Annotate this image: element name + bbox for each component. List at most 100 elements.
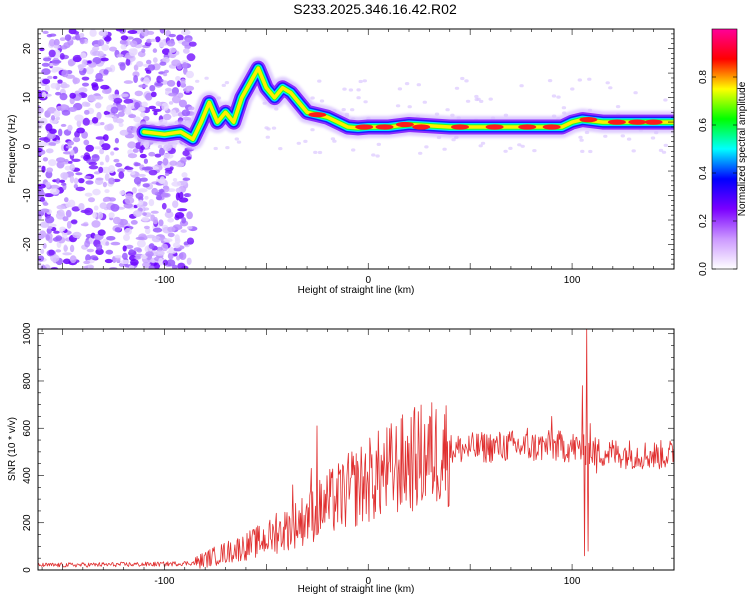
noise-blob: [73, 56, 82, 63]
noise-blob: [185, 37, 193, 42]
noise-blob: [168, 101, 174, 105]
noise-blob: [84, 175, 92, 179]
signal-halo-blob: [404, 82, 410, 86]
noise-blob: [166, 208, 172, 213]
noise-blob: [153, 262, 161, 269]
signal-halo-blob: [663, 143, 668, 147]
noise-blob: [68, 107, 77, 112]
noise-blob: [42, 78, 51, 85]
noise-blob: [112, 94, 121, 99]
noise-blob: [167, 218, 175, 223]
noise-blob: [68, 60, 75, 67]
figure-title: S233.2025.346.16.42.R02: [293, 1, 457, 17]
noise-blob: [139, 177, 148, 182]
colorbar-tick-label: 0.4: [698, 166, 709, 180]
noise-blob: [89, 255, 98, 260]
signal-halo-blob: [608, 86, 613, 90]
noise-blob: [133, 210, 142, 218]
noise-blob: [75, 33, 81, 41]
noise-blob: [69, 92, 76, 99]
noise-blob: [91, 154, 100, 162]
noise-blob: [101, 143, 111, 151]
noise-blob: [43, 193, 54, 198]
noise-blob: [181, 172, 188, 178]
noise-blob: [158, 219, 164, 227]
noise-blob: [53, 230, 60, 234]
noise-blob: [42, 57, 52, 62]
snr-y-tick-label: 1000: [22, 322, 33, 345]
noise-blob: [125, 58, 131, 66]
noise-blob: [187, 226, 193, 230]
noise-blob: [123, 203, 133, 209]
noise-blob: [42, 202, 49, 206]
noise-blob: [120, 259, 130, 265]
noise-blob: [38, 261, 42, 268]
signal-halo-blob: [579, 138, 584, 142]
noise-blob: [47, 107, 57, 114]
noise-blob: [120, 35, 129, 41]
noise-blob: [66, 221, 72, 229]
noise-blob: [132, 187, 137, 194]
noise-blob: [72, 231, 82, 239]
snr-x-tick-label: 100: [564, 576, 581, 587]
noise-blob: [75, 186, 86, 192]
noise-blob: [175, 76, 181, 81]
noise-blob: [65, 209, 72, 218]
noise-blob: [50, 254, 60, 263]
noise-blob: [93, 44, 99, 47]
noise-blob: [135, 236, 145, 240]
noise-blob: [51, 227, 57, 232]
signal-halo-blob: [561, 106, 567, 110]
noise-blob: [123, 80, 134, 84]
noise-blob: [88, 161, 98, 166]
noise-blob: [140, 29, 150, 37]
signal-halo-blob: [395, 104, 401, 108]
noise-blob: [118, 218, 128, 226]
noise-blob: [62, 258, 71, 265]
ridge-hot-spot: [644, 119, 663, 125]
signal-halo-blob: [332, 139, 337, 143]
noise-blob: [75, 172, 83, 176]
noise-blob: [118, 171, 125, 179]
noise-blob: [110, 151, 115, 156]
noise-blob: [150, 38, 157, 42]
noise-blob: [166, 40, 176, 47]
noise-blob: [44, 215, 55, 224]
noise-blob: [148, 151, 156, 157]
noise-blob: [85, 66, 94, 75]
signal-halo-blob: [474, 94, 479, 99]
noise-blob: [164, 172, 170, 176]
signal-halo-blob: [658, 148, 664, 152]
noise-blob: [179, 252, 187, 260]
noise-blob: [91, 220, 101, 228]
signal-halo-blob: [577, 78, 582, 82]
noise-blob: [80, 52, 87, 59]
noise-blob: [55, 91, 62, 96]
noise-blob: [73, 31, 80, 35]
noise-blob: [104, 36, 112, 42]
noise-blob: [182, 48, 190, 54]
noise-blob: [61, 69, 69, 78]
noise-blob: [76, 120, 82, 128]
noise-blob: [155, 36, 161, 43]
noise-blob: [155, 250, 165, 256]
heatmap-frame: [37, 28, 675, 270]
signal-halo-blob: [663, 98, 668, 102]
noise-blob: [61, 109, 71, 116]
ridge-hot-spot: [451, 124, 469, 130]
noise-blob: [78, 64, 84, 71]
noise-blob: [40, 248, 45, 254]
noise-blob: [80, 223, 89, 227]
noise-blob: [159, 61, 167, 66]
signal-halo-blob: [519, 84, 524, 88]
noise-blob: [186, 156, 192, 160]
noise-blob: [39, 117, 48, 125]
snr-x-tick-label: -100: [154, 576, 174, 587]
noise-blob: [39, 230, 47, 239]
noise-blob: [181, 40, 191, 47]
signal-halo-blob: [451, 138, 456, 142]
noise-blob: [96, 243, 103, 251]
noise-blob: [70, 149, 75, 156]
noise-blob: [149, 85, 156, 92]
